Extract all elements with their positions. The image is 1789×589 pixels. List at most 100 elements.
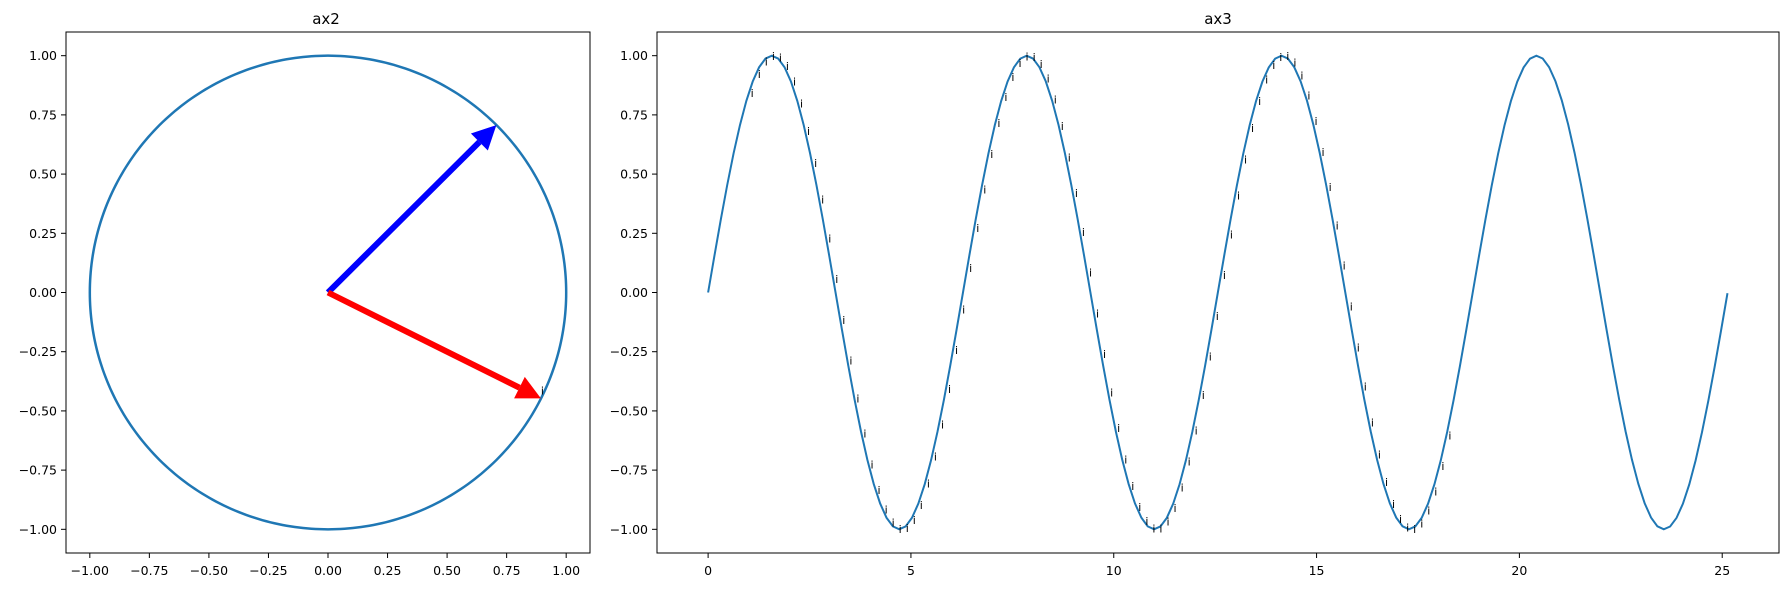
- y-tick-label: −0.25: [19, 344, 57, 359]
- x-tick-label: 0.50: [433, 563, 461, 578]
- point-label: i: [1124, 454, 1127, 467]
- point-label: i: [1258, 95, 1261, 108]
- point-label: i: [870, 458, 873, 471]
- point-label: i: [899, 523, 902, 536]
- x-axis: 0 5 10 15 20 25: [704, 553, 1730, 578]
- point-label: i: [1089, 266, 1092, 279]
- point-label: i: [1082, 226, 1085, 239]
- point-label: i: [906, 522, 909, 535]
- point-label: i: [751, 87, 754, 100]
- point-label: i: [863, 428, 866, 441]
- point-label: i: [878, 484, 881, 497]
- point-label: i: [1223, 269, 1226, 282]
- point-label: i: [1159, 523, 1162, 536]
- point-label: i: [1357, 341, 1360, 354]
- x-tick-label: 0.75: [493, 563, 521, 578]
- point-label: i: [1103, 348, 1106, 361]
- point-label: i: [1343, 260, 1346, 273]
- point-label: i: [913, 514, 916, 527]
- point-label: i: [1075, 187, 1078, 200]
- point-label: i: [1336, 219, 1339, 232]
- y-tick-label: 0.75: [29, 107, 57, 122]
- point-label: i: [1329, 181, 1332, 194]
- point-label: i: [1061, 120, 1064, 133]
- red-arrow-shaft: [326, 289, 521, 391]
- y-tick-label: −0.50: [610, 403, 648, 418]
- point-label: i: [541, 384, 544, 397]
- point-label: i: [1392, 498, 1395, 511]
- point-label: i: [842, 314, 845, 327]
- y-tick-label: 0.00: [620, 285, 648, 300]
- red-arrow-head: [514, 376, 541, 399]
- y-tick-label: 1.00: [620, 48, 648, 63]
- chart-title: ax3: [1204, 10, 1232, 28]
- point-label: i: [997, 117, 1000, 130]
- point-label: i: [990, 148, 993, 161]
- unit-circle: [88, 54, 568, 531]
- point-label: i: [1448, 430, 1451, 443]
- point-label: i: [976, 222, 979, 235]
- point-label: i: [1096, 307, 1099, 320]
- point-label: i: [1265, 74, 1268, 87]
- point-label: i: [1350, 301, 1353, 314]
- point-label: i: [772, 50, 775, 63]
- point-label: i: [983, 183, 986, 196]
- point-label: i: [1152, 522, 1155, 535]
- x-tick-label: 15: [1309, 563, 1325, 578]
- y-tick-label: −0.25: [610, 344, 648, 359]
- point-label: i: [948, 383, 951, 396]
- point-label: i: [1047, 73, 1050, 86]
- y-tick-label: 0.00: [29, 285, 57, 300]
- point-label: i: [1371, 416, 1374, 429]
- point-label: i: [821, 193, 824, 206]
- chart-ax2: ax2 i −1.00 −0.75 −0.50 −0.25 0.00 0.25 0.50 0.…: [19, 10, 591, 578]
- point-label: i: [800, 97, 803, 110]
- x-tick-label: 5: [907, 563, 915, 578]
- point-label: i: [1420, 517, 1423, 530]
- x-tick-label: 1.00: [552, 563, 580, 578]
- point-label: i: [955, 344, 958, 357]
- point-label: i: [934, 451, 937, 464]
- sine-line: [707, 54, 1729, 531]
- point-label: i: [1040, 58, 1043, 71]
- point-label: i: [1230, 228, 1233, 241]
- point-label: i: [1195, 424, 1198, 437]
- x-tick-label: −0.75: [130, 563, 168, 578]
- point-label: i: [765, 56, 768, 69]
- point-label: i: [828, 232, 831, 245]
- point-label: i: [758, 68, 761, 81]
- point-label: i: [1385, 476, 1388, 489]
- blue-arrow-shaft: [325, 139, 482, 295]
- point-label: i: [1314, 115, 1317, 128]
- point-label: i: [962, 303, 965, 316]
- point-label: i: [1216, 310, 1219, 323]
- point-label: i: [1413, 523, 1416, 536]
- point-label: i: [892, 517, 895, 530]
- chart-title: ax2: [312, 10, 340, 28]
- y-tick-label: 1.00: [29, 48, 57, 63]
- point-label: i: [1293, 57, 1296, 70]
- y-axis: 1.00 0.75 0.50 0.25 0.00 −0.25 −0.50 −0.75 −1.00: [19, 48, 66, 537]
- point-label: i: [1399, 513, 1402, 526]
- point-label: i: [1033, 51, 1036, 64]
- x-tick-label: 20: [1511, 563, 1527, 578]
- point-label: i: [1188, 456, 1191, 469]
- point-label: i: [1202, 389, 1205, 402]
- point-label: i: [1406, 522, 1409, 535]
- x-tick-label: −0.25: [249, 563, 287, 578]
- x-tick-label: 0.25: [374, 563, 402, 578]
- point-label: i: [1237, 190, 1240, 203]
- y-tick-label: 0.25: [29, 226, 57, 241]
- point-label: i: [1300, 70, 1303, 83]
- point-label: i: [1054, 93, 1057, 106]
- y-tick-label: −0.50: [19, 403, 57, 418]
- point-label: i: [1011, 71, 1014, 84]
- y-axis: 1.00 0.75 0.50 0.25 0.00 −0.25 −0.50 −0.75 −1.00: [610, 48, 657, 537]
- point-label: i: [1434, 485, 1437, 498]
- y-tick-label: 0.25: [620, 226, 648, 241]
- point-label: i: [1181, 482, 1184, 495]
- x-tick-label: 10: [1106, 563, 1122, 578]
- point-label: i: [1378, 449, 1381, 462]
- point-label: i: [1251, 122, 1254, 135]
- point-label: i: [1117, 422, 1120, 435]
